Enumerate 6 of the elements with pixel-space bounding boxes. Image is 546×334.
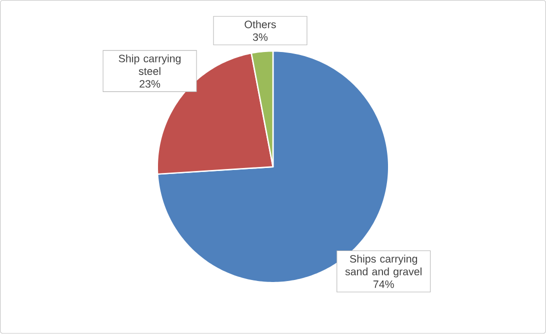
slice-label: Others — [244, 20, 276, 28]
slice-label: Ship carrying steel — [118, 54, 181, 76]
data-label: 74% — [373, 280, 394, 288]
data-label: 23% — [140, 80, 160, 88]
data-label: 3% — [252, 33, 268, 42]
slice-label: Ships carrying sand and gravel — [345, 254, 422, 278]
